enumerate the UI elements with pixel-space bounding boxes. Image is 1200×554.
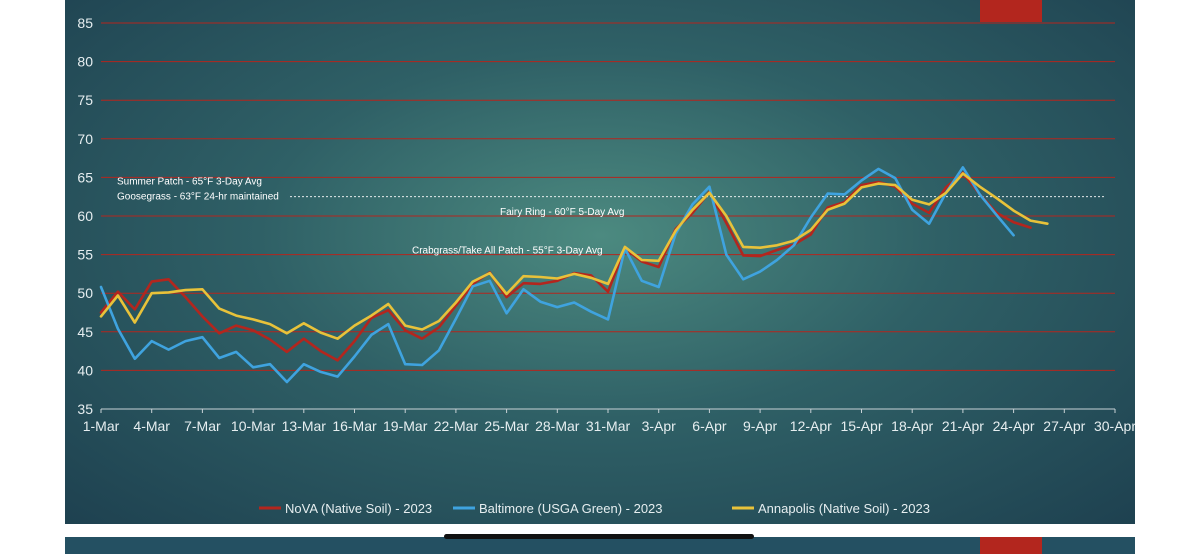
- y-axis-ticks: 35 40 45 50 55 60 65 70 75 80 85: [77, 15, 93, 417]
- threshold-annotation: Crabgrass/Take All Patch - 55°F 3-Day Av…: [412, 246, 603, 257]
- threshold-annotation: Summer Patch - 65°F 3-Day Avg: [117, 176, 262, 187]
- chart-slide: 35 40 45 50 55 60 65 70 75 80 85 1-Mar 4-Mar 7-Mar 10…: [65, 0, 1135, 524]
- x-tick-label: 9-Apr: [743, 418, 778, 434]
- x-tick-label: 16-Mar: [332, 418, 377, 434]
- x-tick-label: 22-Mar: [434, 418, 479, 434]
- red-tab-top: [980, 0, 1042, 22]
- y-tick-label: 35: [77, 401, 93, 417]
- gridlines: [101, 22, 1115, 410]
- y-tick-label: 70: [77, 131, 93, 147]
- x-tick-label: 27-Apr: [1043, 418, 1085, 434]
- y-tick-label: 40: [77, 362, 93, 378]
- x-tick-label: 28-Mar: [535, 418, 580, 434]
- y-tick-label: 80: [77, 54, 93, 70]
- legend-label: Baltimore (USGA Green) - 2023: [479, 501, 663, 516]
- x-tick-label: 3-Apr: [642, 418, 677, 434]
- x-tick-label: 10-Mar: [231, 418, 276, 434]
- legend-label: NoVA (Native Soil) - 2023: [285, 501, 432, 516]
- y-tick-label: 55: [77, 247, 93, 263]
- y-tick-label: 75: [77, 92, 93, 108]
- series-line-2: [99, 166, 1015, 384]
- next-slide-strip: [65, 537, 1135, 554]
- x-tick-label: 13-Mar: [282, 418, 327, 434]
- legend: NoVA (Native Soil) - 2023 Baltimore (USGA…: [259, 501, 930, 516]
- x-tick-label: 4-Mar: [133, 418, 170, 434]
- threshold-annotation: Goosegrass - 63°F 24-hr maintained: [117, 192, 279, 203]
- threshold-annotation: Fairy Ring - 60°F 5-Day Avg: [500, 207, 624, 218]
- x-tick-label: 25-Mar: [484, 418, 529, 434]
- line-chart: 35 40 45 50 55 60 65 70 75 80 85 1-Mar 4-Mar 7-Mar 10…: [77, 15, 1135, 516]
- x-tick-label: 1-Mar: [83, 418, 120, 434]
- home-indicator[interactable]: [444, 534, 754, 539]
- x-axis-ticks: 1-Mar 4-Mar 7-Mar 10-Mar 13-Mar 16-Mar 19-Mar 2…: [83, 409, 1135, 434]
- y-tick-label: 45: [77, 324, 93, 340]
- x-tick-label: 21-Apr: [942, 418, 984, 434]
- series-line-3: [99, 172, 1049, 341]
- y-tick-label: 65: [77, 169, 93, 185]
- x-tick-label: 30-Apr: [1094, 418, 1135, 434]
- x-tick-label: 6-Apr: [692, 418, 727, 434]
- x-tick-label: 12-Apr: [790, 418, 832, 434]
- x-tick-label: 15-Apr: [840, 418, 882, 434]
- x-tick-label: 18-Apr: [891, 418, 933, 434]
- y-tick-label: 60: [77, 208, 93, 224]
- x-tick-label: 7-Mar: [184, 418, 221, 434]
- red-tab-bottom: [980, 537, 1042, 554]
- x-tick-label: 19-Mar: [383, 418, 428, 434]
- series-lines: [99, 166, 1049, 384]
- legend-label: Annapolis (Native Soil) - 2023: [758, 501, 930, 516]
- y-tick-label: 85: [77, 15, 93, 31]
- y-tick-label: 50: [77, 285, 93, 301]
- threshold-annotations: Summer Patch - 65°F 3-Day Avg Goosegrass …: [117, 176, 624, 256]
- x-tick-label: 24-Apr: [993, 418, 1035, 434]
- x-tick-label: 31-Mar: [586, 418, 631, 434]
